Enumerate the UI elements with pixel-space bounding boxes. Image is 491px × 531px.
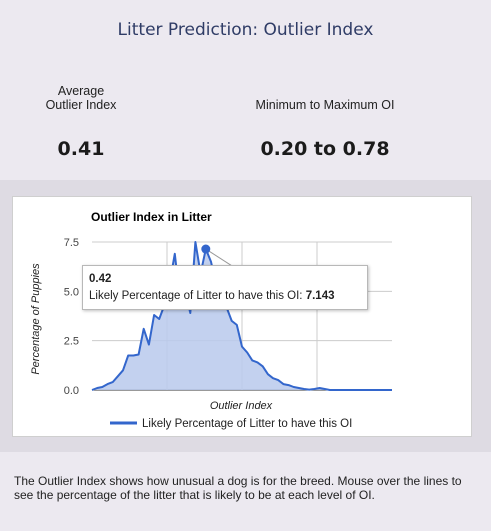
average-oi-value: 0.41 (57, 138, 105, 160)
tooltip-y-value: 7.143 (305, 290, 335, 302)
y-axis-label: Percentage of Puppies (30, 263, 42, 375)
y-tick-label: 5.0 (64, 286, 79, 298)
average-oi-label-line2: Outlier Index (45, 98, 117, 112)
series-line[interactable] (91, 241, 392, 391)
tooltip-x-value: 0.42 (89, 273, 112, 285)
legend-label: Likely Percentage of Litter to have this… (142, 418, 352, 430)
chart-title: Outlier Index in Litter (91, 210, 212, 224)
stats-panel: Average Outlier Index Minimum to Maximum… (0, 80, 491, 170)
range-oi-label: Minimum to Maximum OI (255, 98, 395, 112)
x-axis-label: Outlier Index (210, 400, 273, 412)
highlight-point[interactable] (201, 244, 211, 254)
average-oi-label: Average Outlier Index (40, 84, 122, 112)
footer-description: The Outlier Index shows how unusual a do… (14, 474, 462, 502)
y-tick-label: 2.5 (64, 336, 79, 348)
chart-card[interactable]: Outlier Index in Litter 0.0 2.5 5.0 7.5 Out… (12, 196, 472, 437)
tooltip-leader (205, 248, 235, 268)
chart-svg[interactable]: Outlier Index in Litter 0.0 2.5 5.0 7.5 Out… (13, 197, 471, 436)
series-area (92, 242, 392, 390)
legend[interactable]: Likely Percentage of Litter to have this… (110, 418, 352, 430)
chart-tooltip: 0.42 Likely Percentage of Litter to have… (82, 265, 368, 310)
y-tick-label: 0.0 (64, 385, 79, 397)
tooltip-series-line: Likely Percentage of Litter to have this… (89, 290, 335, 302)
y-tick-label: 7.5 (64, 237, 79, 249)
range-oi-value: 0.20 to 0.78 (260, 138, 390, 160)
average-oi-label-line1: Average (57, 84, 105, 98)
y-axis-ticks: 0.0 2.5 5.0 7.5 (64, 237, 79, 397)
page-title: Litter Prediction: Outlier Index (117, 20, 374, 40)
tooltip-series-label: Likely Percentage of Litter to have this… (89, 290, 303, 302)
